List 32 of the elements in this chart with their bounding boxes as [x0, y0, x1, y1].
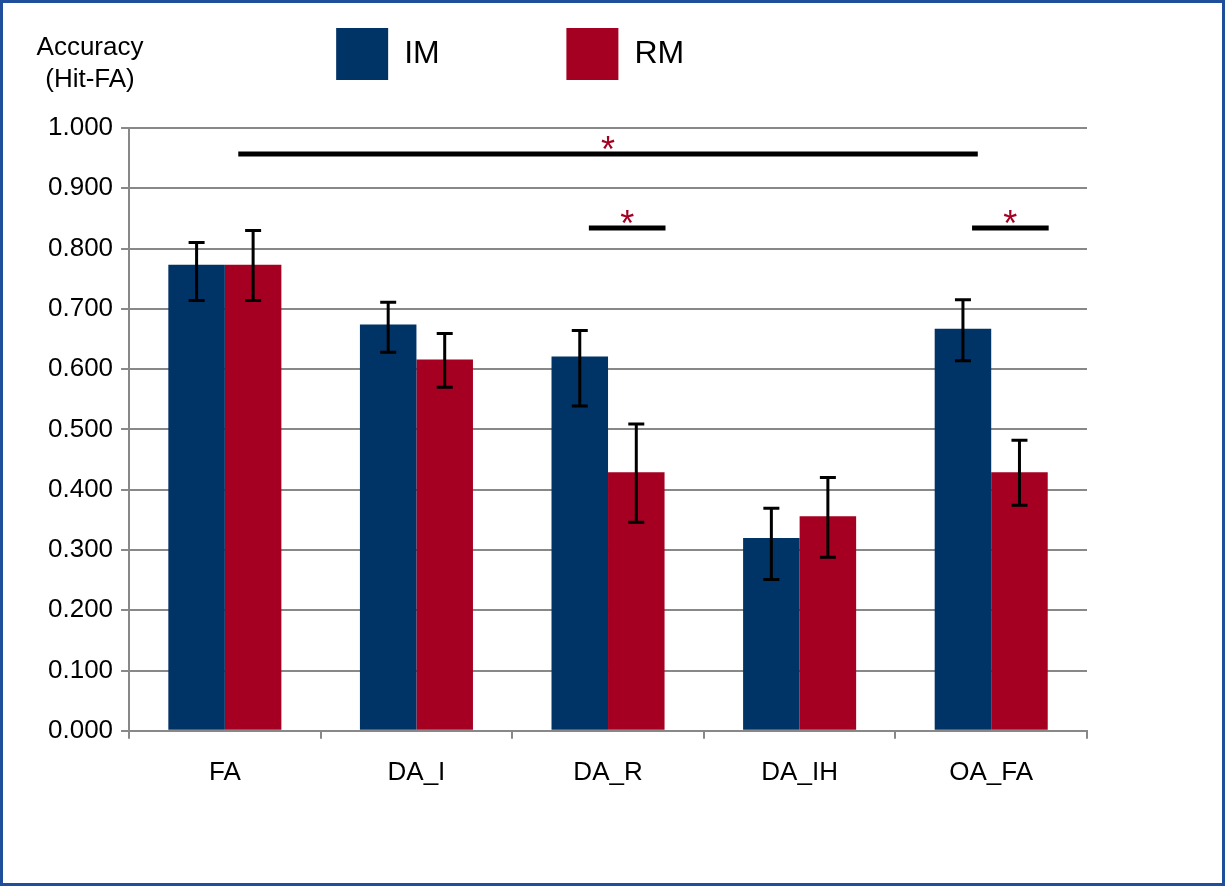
- annotation: *: [601, 128, 616, 170]
- bar: [799, 516, 857, 730]
- y-tick-label: 0.400: [47, 472, 114, 503]
- y-tick-label: 0.900: [47, 171, 114, 202]
- bar: [224, 264, 282, 730]
- legend-label: IM: [404, 33, 547, 70]
- bar: [359, 324, 417, 730]
- bar: [991, 472, 1048, 730]
- bar: [168, 264, 225, 730]
- y-tick-label: 1.000: [47, 111, 114, 142]
- x-tick-label: DA_IH: [761, 755, 838, 786]
- y-tick-label: 0.300: [47, 533, 114, 564]
- y-tick-label: 0.500: [47, 412, 114, 443]
- y-tick-label: 0.200: [47, 593, 114, 624]
- y-tick-label: 0.100: [47, 653, 114, 684]
- bar: [934, 328, 992, 730]
- legend-label: RM: [634, 33, 791, 70]
- y-axis-title: Accuracy (Hit-FA): [36, 31, 144, 94]
- y-tick-label: 0.800: [47, 231, 114, 262]
- bar: [608, 472, 665, 730]
- annotation: *: [1003, 203, 1018, 245]
- y-tick-label: 0.700: [47, 292, 114, 323]
- y-tick-label: 0.000: [47, 713, 114, 744]
- annotation: *: [620, 203, 635, 245]
- y-tick-label: 0.600: [47, 352, 114, 383]
- bar: [743, 537, 800, 730]
- bar: [416, 359, 473, 730]
- bar: [551, 356, 609, 730]
- x-tick-label: OA_FA: [949, 755, 1034, 786]
- x-tick-label: FA: [208, 755, 242, 786]
- x-tick-label: DA_I: [387, 755, 446, 786]
- x-tick-label: DA_R: [573, 755, 643, 786]
